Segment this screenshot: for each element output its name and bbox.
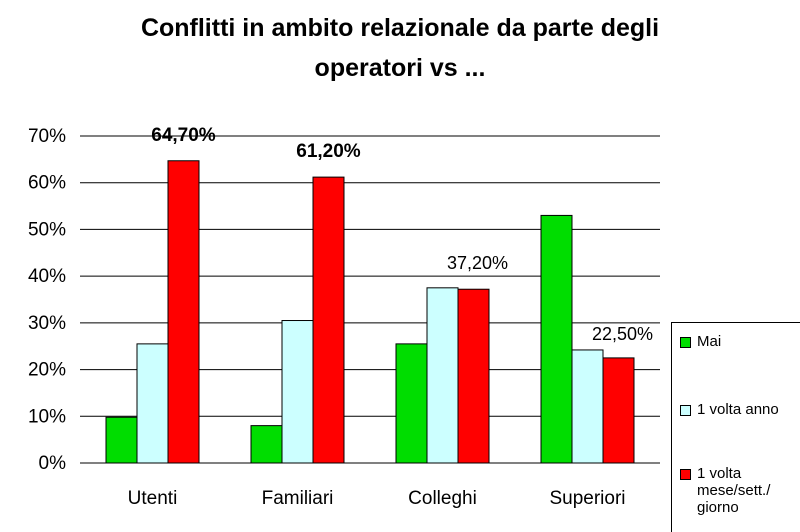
x-tick-label: Familiari: [262, 488, 334, 509]
legend-item-mai: Mai: [680, 333, 799, 350]
legend: Mai 1 volta anno 1 volta mese/sett./ gio…: [671, 322, 800, 532]
bar-3-utenti: [167, 160, 200, 464]
bar-2-colleghi: [426, 287, 459, 464]
bar-2-superiori: [571, 349, 604, 464]
data-label: 37,20%: [447, 253, 508, 273]
legend-label-1-volta-mese: 1 volta mese/sett./ giorno: [697, 465, 771, 516]
y-axis-ticks: 0% 10% 20% 30% 40% 50% 60% 70%: [28, 126, 66, 474]
bar-3-colleghi: [457, 288, 490, 464]
legend-label-mai: Mai: [697, 333, 722, 350]
chart-title: Conflitti in ambito relazionale da parte…: [40, 8, 760, 88]
bars: [105, 160, 635, 464]
x-axis-labels: Utenti Familiari Colleghi Superiori: [128, 488, 626, 509]
y-tick-label: 30%: [28, 313, 66, 334]
chart-title-line-1: Conflitti in ambito relazionale da parte…: [140, 14, 660, 42]
bar-3-superiori: [602, 357, 635, 464]
legend-swatch-1-volta-anno: [680, 405, 691, 416]
y-tick-label: 0%: [39, 453, 67, 474]
y-tick-label: 70%: [28, 126, 66, 147]
chart-title-line-2: operatori vs ...: [314, 54, 486, 82]
x-tick-label: Colleghi: [408, 488, 477, 509]
legend-item-1-volta-anno: 1 volta anno: [680, 401, 799, 418]
y-tick-label: 20%: [28, 360, 66, 381]
legend-swatch-mai: [680, 337, 691, 348]
y-tick-label: 50%: [28, 219, 66, 240]
legend-swatch-1-volta-mese: [680, 469, 691, 480]
x-tick-label: Superiori: [549, 488, 625, 509]
bar-3-familiari: [312, 176, 345, 464]
data-labels: 64,70% 61,20% 37,20% 22,50%: [151, 125, 653, 344]
bar-1-superiori: [540, 214, 573, 464]
y-tick-label: 10%: [28, 406, 66, 427]
x-tick-label: Utenti: [128, 488, 178, 509]
bar-1-utenti: [105, 416, 138, 464]
y-tick-label: 40%: [28, 266, 66, 287]
bar-2-familiari: [281, 320, 314, 464]
data-label: 61,20%: [296, 141, 361, 162]
data-label: 64,70%: [151, 125, 216, 146]
bar-1-familiari: [250, 425, 283, 464]
bar-2-utenti: [136, 343, 169, 464]
data-label: 22,50%: [592, 324, 653, 344]
y-tick-label: 60%: [28, 173, 66, 194]
legend-item-1-volta-mese: 1 volta mese/sett./ giorno: [680, 465, 799, 516]
bar-1-colleghi: [395, 343, 428, 464]
legend-label-1-volta-anno: 1 volta anno: [697, 401, 779, 418]
